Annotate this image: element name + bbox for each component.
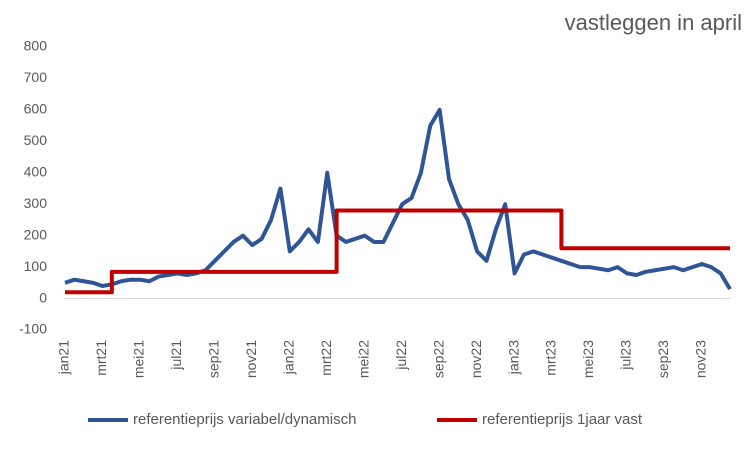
x-tick-label: sep22 [430,340,446,378]
x-tick-label: mrt22 [318,340,334,376]
y-tick-label: 400 [24,163,48,179]
x-tick-label: jul23 [618,340,634,371]
x-tick-label: nov21 [243,340,259,378]
chart-title: vastleggen in april [565,10,742,35]
series-line [64,107,732,291]
y-tick-label: 800 [24,38,48,54]
y-tick-label: 0 [39,289,47,305]
x-tick-label: sep23 [655,340,671,378]
x-tick-label: mei23 [580,340,596,378]
x-tick-label: jan23 [505,340,521,375]
x-tick-label: jan22 [280,340,296,375]
y-tick-label: 200 [24,226,48,242]
y-tick-label: 600 [24,101,48,117]
x-tick-label: mei21 [131,340,147,378]
y-tick-label: 500 [24,132,48,148]
x-tick-label: nov23 [693,340,709,378]
x-tick-label: jul22 [393,340,409,371]
y-tick-label: 300 [24,195,48,211]
y-tick-label: -100 [19,321,47,337]
x-tick-label: mrt21 [93,340,109,376]
legend-label: referentieprijs variabel/dynamisch [133,411,356,428]
x-tick-label: jan21 [56,340,72,375]
x-tick-label: mrt23 [543,340,559,376]
x-tick-label: nov22 [468,340,484,378]
x-tick-label: mei22 [355,340,371,378]
series-line [65,208,730,295]
x-tick-label: sep21 [206,340,222,378]
x-tick-label: jul21 [168,340,184,371]
y-tick-label: 700 [24,69,48,85]
legend-label: referentieprijs 1jaar vast [482,411,643,428]
y-tick-label: 100 [24,258,48,274]
